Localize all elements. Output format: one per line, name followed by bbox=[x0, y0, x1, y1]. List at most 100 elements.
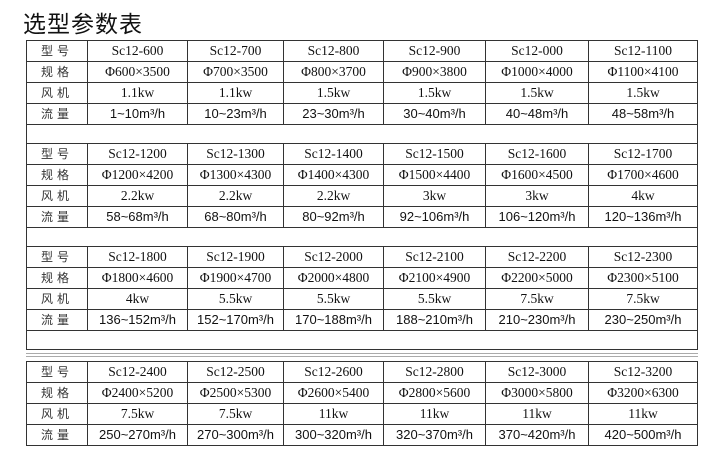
fan-cell: 11kw bbox=[588, 403, 698, 425]
fan-cell: 4kw bbox=[588, 185, 698, 207]
fan-cell: 5.5kw bbox=[383, 288, 486, 310]
model-cell: Sc12-3200 bbox=[588, 361, 698, 383]
fan-cell: 1.5kw bbox=[383, 82, 486, 104]
flow-cell: 120~136m³/h bbox=[588, 206, 698, 228]
flow-cell: 23~30m³/h bbox=[283, 103, 384, 125]
blank-cell bbox=[26, 124, 698, 144]
flow-cell: 300~320m³/h bbox=[283, 424, 384, 446]
spec-cell: Φ1200×4200 bbox=[87, 164, 188, 186]
row-label-fan: 风机 bbox=[26, 403, 88, 425]
fan-cell: 2.2kw bbox=[187, 185, 284, 207]
fan-cell: 11kw bbox=[383, 403, 486, 425]
flow-cell: 230~250m³/h bbox=[588, 309, 698, 331]
spec-cell: Φ600×3500 bbox=[87, 61, 188, 83]
model-cell: Sc12-1300 bbox=[187, 143, 284, 165]
fan-cell: 3kw bbox=[383, 185, 486, 207]
spec-cell: Φ2600×5400 bbox=[283, 382, 384, 404]
spec-cell: Φ2200×5000 bbox=[485, 267, 589, 289]
flow-cell: 10~23m³/h bbox=[187, 103, 284, 125]
row-label-spec: 规格 bbox=[26, 267, 88, 289]
model-cell: Sc12-1900 bbox=[187, 246, 284, 268]
row-label-flow: 流量 bbox=[26, 309, 88, 331]
row-label-spec: 规格 bbox=[26, 61, 88, 83]
row-label-spec: 规格 bbox=[26, 382, 88, 404]
model-cell: Sc12-700 bbox=[187, 40, 284, 62]
fan-cell: 5.5kw bbox=[283, 288, 384, 310]
table-row-spec: 规格 Φ2400×5200 Φ2500×5300 Φ2600×5400 Φ2800×56… bbox=[26, 382, 698, 404]
flow-cell: 210~230m³/h bbox=[485, 309, 589, 331]
flow-cell: 188~210m³/h bbox=[383, 309, 486, 331]
table-row-model: 型号 Sc12-2400 Sc12-2500 Sc12-2600 Sc12-2800 Sc… bbox=[26, 361, 698, 383]
spec-cell: Φ700×3500 bbox=[187, 61, 284, 83]
blank-row bbox=[26, 330, 698, 350]
flow-cell: 136~152m³/h bbox=[87, 309, 188, 331]
spec-cell: Φ2800×5600 bbox=[383, 382, 486, 404]
flow-cell: 106~120m³/h bbox=[485, 206, 589, 228]
spec-cell: Φ1600×4500 bbox=[485, 164, 589, 186]
model-cell: Sc12-2800 bbox=[383, 361, 486, 383]
table-row-fan: 风机 2.2kw 2.2kw 2.2kw 3kw 3kw 4kw bbox=[26, 185, 698, 207]
flow-cell: 420~500m³/h bbox=[588, 424, 698, 446]
spec-cell: Φ2400×5200 bbox=[87, 382, 188, 404]
flow-cell: 80~92m³/h bbox=[283, 206, 384, 228]
spec-cell: Φ1700×4600 bbox=[588, 164, 698, 186]
row-label-spec: 规格 bbox=[26, 164, 88, 186]
spec-cell: Φ800×3700 bbox=[283, 61, 384, 83]
blank-row bbox=[26, 227, 698, 247]
flow-cell: 170~188m³/h bbox=[283, 309, 384, 331]
blank-cell bbox=[26, 330, 698, 350]
model-cell: Sc12-2000 bbox=[283, 246, 384, 268]
flow-cell: 58~68m³/h bbox=[87, 206, 188, 228]
row-label-model: 型号 bbox=[26, 143, 88, 165]
row-label-fan: 风机 bbox=[26, 82, 88, 104]
spec-cell: Φ2300×5100 bbox=[588, 267, 698, 289]
fan-cell: 1.5kw bbox=[485, 82, 589, 104]
spec-cell: Φ1000×4000 bbox=[485, 61, 589, 83]
fan-cell: 1.1kw bbox=[87, 82, 188, 104]
spec-cell: Φ2100×4900 bbox=[383, 267, 486, 289]
table-row-fan: 风机 1.1kw 1.1kw 1.5kw 1.5kw 1.5kw 1.5kw bbox=[26, 82, 698, 104]
flow-cell: 1~10m³/h bbox=[87, 103, 188, 125]
flow-cell: 250~270m³/h bbox=[87, 424, 188, 446]
spec-cell: Φ2500×5300 bbox=[187, 382, 284, 404]
fan-cell: 7.5kw bbox=[588, 288, 698, 310]
model-cell: Sc12-1400 bbox=[283, 143, 384, 165]
fan-cell: 1.1kw bbox=[187, 82, 284, 104]
table-row-model: 型号 Sc12-600 Sc12-700 Sc12-800 Sc12-900 Sc12-0… bbox=[26, 40, 698, 62]
flow-cell: 40~48m³/h bbox=[485, 103, 589, 125]
flow-cell: 68~80m³/h bbox=[187, 206, 284, 228]
flow-cell: 370~420m³/h bbox=[485, 424, 589, 446]
table-row-spec: 规格 Φ1800×4600 Φ1900×4700 Φ2000×4800 Φ2100×49… bbox=[26, 267, 698, 289]
fan-cell: 11kw bbox=[283, 403, 384, 425]
model-cell: Sc12-3000 bbox=[485, 361, 589, 383]
flow-cell: 48~58m³/h bbox=[588, 103, 698, 125]
table-row-spec: 规格 Φ1200×4200 Φ1300×4300 Φ1400×4300 Φ1500×44… bbox=[26, 164, 698, 186]
model-cell: Sc12-1700 bbox=[588, 143, 698, 165]
blank-row bbox=[26, 124, 698, 144]
model-cell: Sc12-900 bbox=[383, 40, 486, 62]
spec-cell: Φ1300×4300 bbox=[187, 164, 284, 186]
row-label-model: 型号 bbox=[26, 40, 88, 62]
flow-cell: 92~106m³/h bbox=[383, 206, 486, 228]
row-label-flow: 流量 bbox=[26, 424, 88, 446]
fan-cell: 1.5kw bbox=[588, 82, 698, 104]
model-cell: Sc12-2100 bbox=[383, 246, 486, 268]
fan-cell: 7.5kw bbox=[87, 403, 188, 425]
fan-cell: 5.5kw bbox=[187, 288, 284, 310]
spec-cell: Φ1800×4600 bbox=[87, 267, 188, 289]
spec-cell: Φ1500×4400 bbox=[383, 164, 486, 186]
spec-cell: Φ1900×4700 bbox=[187, 267, 284, 289]
spec-table-2: 型号 Sc12-2400 Sc12-2500 Sc12-2600 Sc12-2800 Sc… bbox=[26, 361, 698, 446]
model-cell: Sc12-1800 bbox=[87, 246, 188, 268]
fan-cell: 2.2kw bbox=[87, 185, 188, 207]
model-cell: Sc12-1500 bbox=[383, 143, 486, 165]
row-label-flow: 流量 bbox=[26, 103, 88, 125]
model-cell: Sc12-1600 bbox=[485, 143, 589, 165]
fan-cell: 1.5kw bbox=[283, 82, 384, 104]
spec-cell: Φ1100×4100 bbox=[588, 61, 698, 83]
fan-cell: 4kw bbox=[87, 288, 188, 310]
fan-cell: 2.2kw bbox=[283, 185, 384, 207]
spec-cell: Φ3000×5800 bbox=[485, 382, 589, 404]
page-title: 选型参数表 bbox=[23, 12, 143, 38]
spec-cell: Φ2000×4800 bbox=[283, 267, 384, 289]
